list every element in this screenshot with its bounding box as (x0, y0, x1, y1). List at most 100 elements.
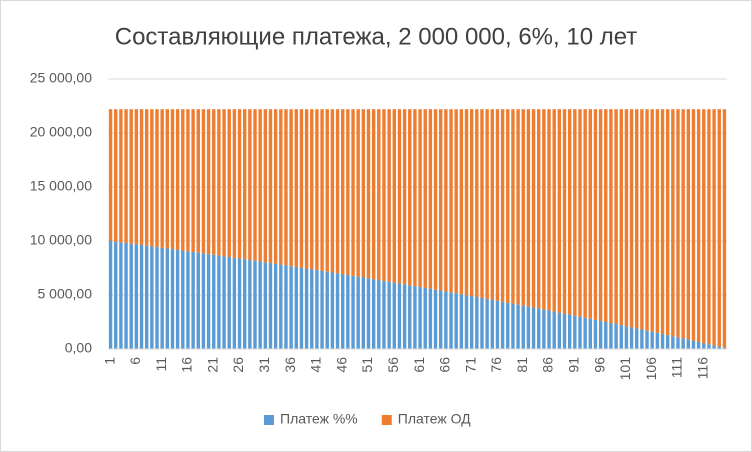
bar-segment (232, 109, 237, 258)
bar-segment (702, 343, 706, 349)
bar-segment (428, 109, 433, 289)
bar-segment (289, 266, 293, 349)
bar-segment (500, 301, 505, 349)
bar-segment (170, 109, 175, 250)
bar-segment (346, 274, 350, 349)
bar-segment (397, 109, 402, 284)
bar-segment (284, 109, 288, 266)
y-tick-label: 15 000,00 (30, 178, 92, 194)
bar-segment (397, 283, 402, 349)
bar-segment (273, 109, 278, 264)
bar-segment (485, 109, 489, 299)
bar-segment (217, 109, 221, 256)
bar-segment (506, 302, 510, 349)
bar-segment (655, 109, 660, 333)
bar-segment (645, 109, 649, 331)
bar-segment (722, 347, 727, 349)
bar-segment (624, 109, 629, 327)
bar-segment (356, 276, 360, 349)
bar-segment (573, 315, 577, 349)
bar-segment (650, 331, 654, 349)
bar-segment (490, 299, 494, 349)
bar-segment (696, 109, 701, 342)
bar-segment (114, 109, 118, 242)
legend-label: Платеж %% (280, 411, 358, 427)
bar-segment (691, 109, 696, 341)
bar-segment (557, 312, 562, 349)
bar-segment (464, 109, 469, 296)
bar-segment (325, 109, 329, 272)
bar-segment (196, 109, 200, 253)
bar-segment (320, 270, 324, 349)
bar-segment (160, 247, 164, 349)
bar-segment (402, 284, 407, 349)
bar-segment (382, 280, 386, 349)
bar-segment (454, 293, 458, 349)
bar-segment (206, 109, 211, 255)
bar-segment (609, 323, 613, 349)
bar-segment (387, 281, 391, 349)
bar-segment (144, 109, 149, 246)
bar-segment (547, 109, 551, 311)
bar-segment (537, 109, 541, 309)
bar-segment (253, 260, 257, 349)
bar-segment (392, 282, 396, 349)
legend-label: Платеж ОД (398, 411, 471, 427)
bar-segment (304, 109, 309, 269)
x-tick-label: 16 (179, 357, 195, 373)
bar-segment (531, 109, 536, 308)
bar-segment (289, 109, 293, 267)
bar-segment (640, 109, 644, 330)
bar-segment (377, 109, 381, 281)
bar-segment (237, 258, 242, 349)
bar-segment (604, 321, 608, 349)
bar-segment (439, 290, 443, 349)
bar-segment (212, 109, 216, 255)
x-tick-label: 46 (333, 357, 349, 373)
bar-segment (139, 109, 144, 246)
x-tick-label: 96 (591, 357, 607, 373)
bar-segment (717, 109, 721, 347)
bar-segment (114, 241, 118, 349)
bar-segment (119, 109, 123, 243)
bar-segment (144, 245, 149, 349)
bar-segment (361, 277, 366, 349)
bar-segment (676, 337, 680, 349)
bar-segment (516, 109, 520, 305)
bar-segment (175, 249, 180, 349)
bar-segment (377, 280, 381, 349)
bar-segment (629, 327, 634, 349)
bar-segment (413, 109, 417, 287)
bar-segment (165, 109, 170, 249)
bar-segment (464, 295, 469, 349)
bar-segment (310, 109, 314, 270)
bar-segment (263, 109, 268, 263)
bar-segment (619, 109, 623, 326)
bar-segment (248, 259, 252, 349)
bar-segment (511, 109, 515, 304)
bar-segment (423, 287, 427, 349)
bar-segment (578, 109, 582, 317)
x-tick-label: 51 (359, 357, 375, 373)
bar-segment (330, 109, 335, 273)
bar-segment (681, 338, 685, 349)
bar-segment (686, 339, 691, 349)
x-tick-label: 21 (204, 357, 220, 373)
bar-segment (660, 333, 665, 349)
bar-segment (129, 243, 133, 349)
bar-segment (155, 109, 159, 248)
bar-segment (304, 268, 309, 349)
bar-segment (640, 329, 644, 349)
bar-segment (258, 261, 262, 349)
bar-segment (635, 328, 639, 349)
bar-segment (366, 109, 371, 279)
x-tick-label: 76 (488, 357, 504, 373)
bar-segment (691, 340, 696, 349)
bar-segment (320, 109, 324, 271)
bar-segment (253, 109, 257, 261)
bar-segment (382, 109, 386, 281)
bar-segment (237, 109, 242, 259)
bar-segment (134, 109, 139, 245)
bar-segment (495, 300, 500, 349)
